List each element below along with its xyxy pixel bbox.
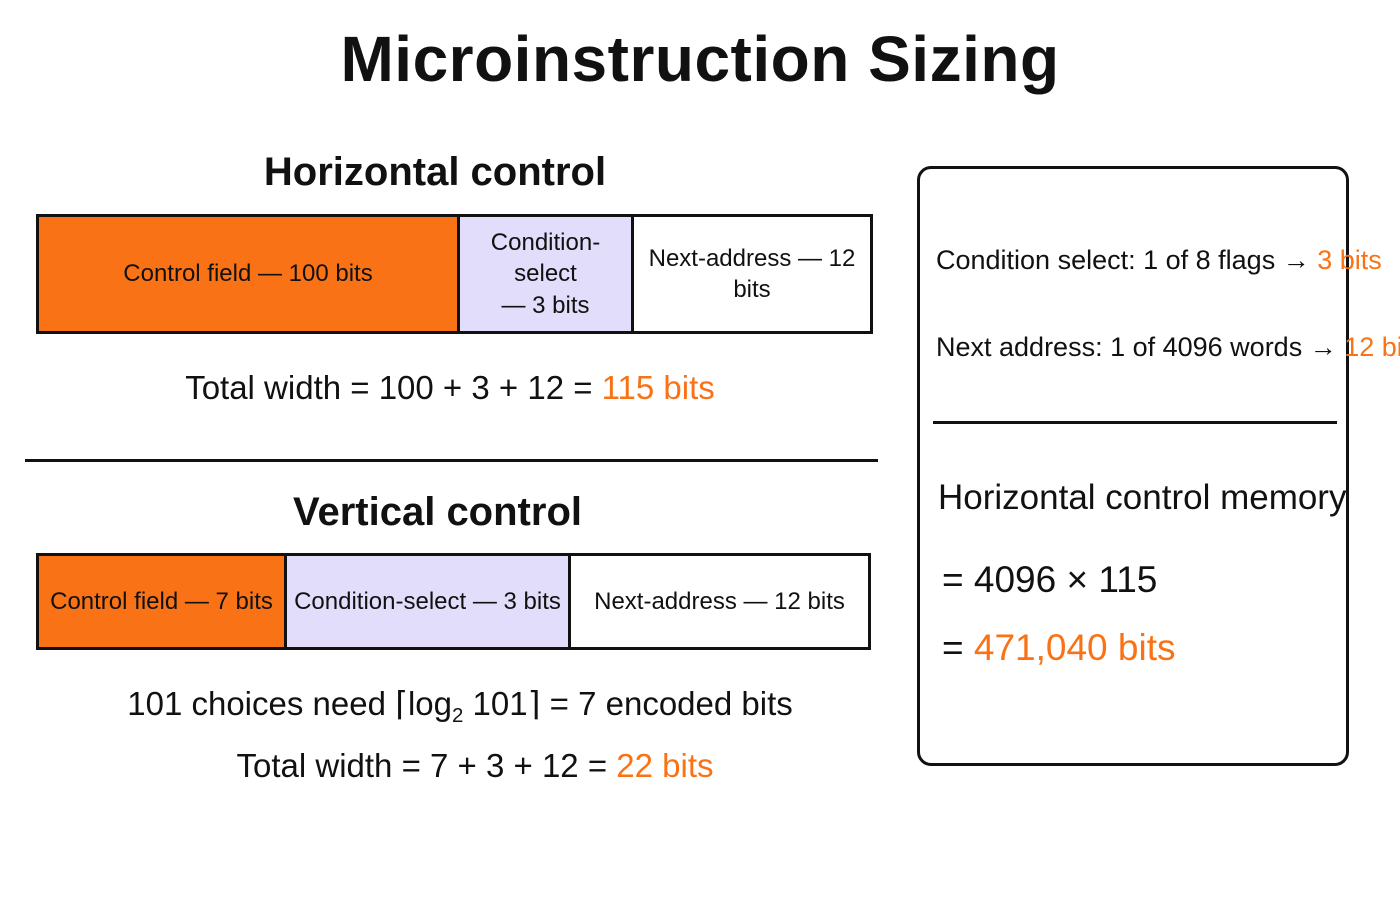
horizontal-next-address-field: Next-address — 12 bits [631, 217, 870, 331]
next-address-calc-text: Next address: 1 of 4096 words → [936, 332, 1345, 362]
page-title: Microinstruction Sizing [340, 23, 1060, 95]
vertical-next-address-field: Next-address — 12 bits [568, 556, 868, 647]
vertical-encoding-note: 101 choices need ⌈log2 101⌉ = 7 encoded … [30, 684, 890, 728]
side-panel-divider [933, 421, 1337, 424]
memory-heading: Horizontal control memory [938, 478, 1347, 517]
vertical-total-width: Total width = 7 + 3 + 12 = 22 bits [30, 747, 920, 785]
horizontal-microinstruction-bar: Control field — 100 bits Condition-selec… [36, 214, 873, 334]
horizontal-control-heading: Horizontal control [263, 150, 607, 194]
horizontal-total-width: Total width = 100 + 3 + 12 = 115 bits [30, 369, 870, 407]
vertical-total-formula: Total width = 7 + 3 + 12 = [236, 747, 617, 784]
memory-result-equals: = [942, 627, 974, 668]
condition-select-calc-text: Condition select: 1 of 8 flags → [936, 245, 1318, 275]
vertical-control-heading: Vertical control [293, 490, 582, 534]
encoding-note-prefix: 101 choices need ⌈log [127, 685, 453, 722]
horizontal-total-formula: Total width = 100 + 3 + 12 = [185, 369, 602, 406]
encoding-note-suffix: 101⌉ = 7 encoded bits [463, 685, 793, 722]
memory-result: = 471,040 bits [942, 627, 1176, 669]
condition-select-calc: Condition select: 1 of 8 flags → 3 bits [936, 245, 1382, 276]
vertical-total-result: 22 bits [616, 747, 714, 784]
vertical-control-field: Control field — 7 bits [39, 556, 284, 647]
side-panel: Condition select: 1 of 8 flags → 3 bits … [917, 166, 1400, 766]
condition-select-calc-result: 3 bits [1317, 245, 1382, 275]
vertical-condition-select-field: Condition-select — 3 bits [284, 556, 568, 647]
horizontal-total-result: 115 bits [601, 369, 715, 406]
next-address-calc: Next address: 1 of 4096 words → 12 bits [936, 332, 1400, 363]
log-base-subscript: 2 [452, 704, 464, 728]
horizontal-condition-select-field: Condition-select — 3 bits [457, 217, 631, 331]
memory-formula: = 4096 × 115 [942, 559, 1158, 600]
memory-result-value: 471,040 bits [973, 627, 1176, 668]
section-divider [25, 459, 878, 462]
horizontal-control-field: Control field — 100 bits [39, 217, 457, 331]
next-address-calc-result: 12 bits [1344, 332, 1400, 362]
vertical-microinstruction-bar: Control field — 7 bits Condition-select … [36, 553, 871, 650]
